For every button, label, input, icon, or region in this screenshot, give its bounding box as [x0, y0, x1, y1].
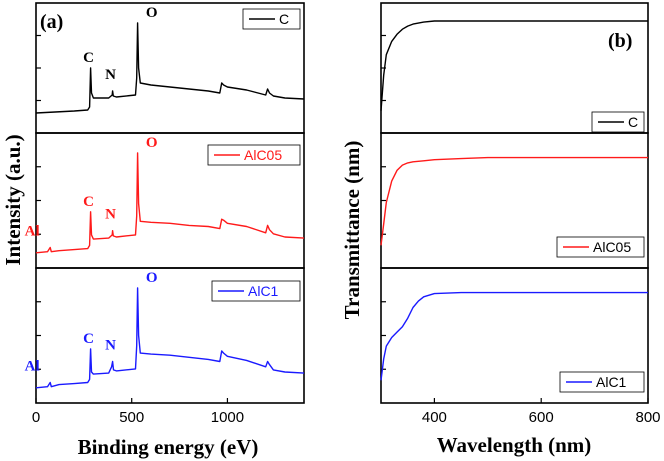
series-line-C-panel-1 — [380, 20, 648, 111]
legend-label-C-panel-0: C — [279, 11, 289, 27]
peak-label-C-AlC05: C — [83, 194, 94, 210]
panel-a-root: Intensity (a.u.) Binding energy (eV) (a)… — [1, 2, 305, 459]
peak-label-O-AlC1: O — [146, 270, 158, 286]
series-line-C-panel-0 — [35, 22, 305, 114]
peak-label-N-AlC05: N — [105, 207, 116, 223]
panel-b-root: Transmittance (nm) Wavelength (nm) (b) C… — [340, 2, 661, 457]
series-line-AlC1-panel-0 — [35, 287, 305, 389]
legend-label-AlC05-panel-1: AlC05 — [593, 239, 631, 255]
panel-b-plot: C AlC05 AlC1 400 600 800 — [380, 2, 661, 426]
panel-1-xtick-label-1: 600 — [529, 409, 554, 426]
peak-label-N-C: N — [105, 67, 116, 83]
panel-a-ylabel: Intensity (a.u.) — [1, 134, 25, 265]
legend-label-AlC05-panel-0: AlC05 — [244, 147, 282, 163]
peak-label-Al-AlC1: Al — [25, 359, 40, 375]
legend-label-C-panel-1: C — [628, 114, 638, 130]
panel-b-xlabel: Wavelength (nm) — [437, 433, 592, 457]
panel-b-label: (b) — [608, 30, 632, 52]
series-line-AlC1-panel-1 — [380, 291, 648, 381]
panel-1-xtick-label-0: 400 — [422, 409, 447, 426]
peak-label-O-AlC05: O — [146, 135, 158, 151]
legend-box-AlC1-panel-1 — [559, 371, 645, 393]
panel-0-xtick-label-0: 0 — [32, 409, 40, 426]
peak-label-N-AlC1: N — [105, 338, 116, 354]
series-line-AlC05-panel-0 — [35, 152, 305, 254]
panel-a-label: (a) — [40, 11, 63, 33]
legend-box-AlC05-panel-0 — [207, 144, 301, 166]
legend-label-AlC1-panel-1: AlC1 — [596, 374, 627, 390]
panel-0-xtick-label-2: 1000 — [211, 409, 244, 426]
panel-1-xtick-label-2: 800 — [635, 409, 660, 426]
legend-box-AlC1-panel-0 — [211, 280, 301, 302]
panel-0-xtick-label-1: 500 — [119, 409, 144, 426]
peak-label-C-C: C — [83, 50, 94, 66]
peak-label-O-C: O — [146, 5, 158, 21]
peak-label-Al-AlC05: Al — [25, 224, 40, 240]
panel-a-xlabel: Binding energy (eV) — [78, 435, 259, 459]
legend-label-AlC1-panel-0: AlC1 — [248, 283, 279, 299]
peak-label-C-AlC1: C — [83, 331, 94, 347]
legend-box-AlC05-panel-1 — [556, 236, 645, 258]
series-line-AlC05-panel-1 — [380, 156, 648, 246]
panel-b-ylabel: Transmittance (nm) — [340, 141, 364, 320]
